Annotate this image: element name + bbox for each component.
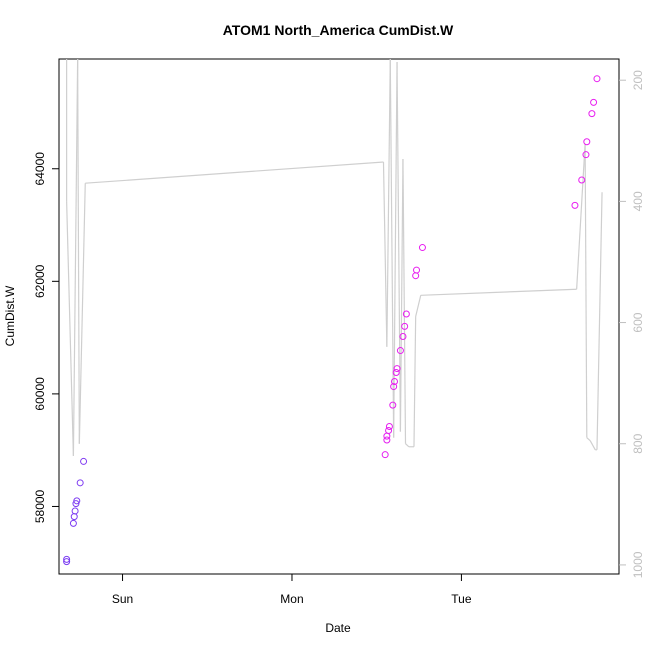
line-segment: [78, 183, 86, 444]
secondary-y-axis: 200 400 600 800 1000: [619, 70, 645, 578]
data-point: [413, 266, 421, 274]
data-point: [582, 151, 590, 159]
line-segment: [399, 158, 404, 432]
x-tick-label: Tue: [451, 592, 472, 606]
data-point: [72, 500, 80, 508]
line-segment: [72, 58, 79, 456]
chart-title: ATOM1 North_America CumDist.W: [223, 22, 454, 38]
line-series: [66, 58, 603, 456]
data-point: [392, 369, 400, 377]
x-axis: Sun Mon Tue: [112, 574, 472, 606]
data-point: [385, 423, 393, 431]
data-point: [383, 436, 391, 444]
data-point: [418, 244, 426, 252]
line-segment: [576, 143, 586, 290]
data-point: [63, 558, 71, 566]
y2-tick-label: 400: [631, 191, 645, 211]
y-tick-label: 58000: [33, 489, 47, 523]
line-segment: [420, 288, 577, 296]
line-segment: [393, 62, 398, 438]
line-segment: [386, 58, 391, 347]
x-tick-label: Mon: [280, 592, 303, 606]
data-point: [590, 98, 598, 106]
data-point: [402, 310, 410, 318]
data-point: [571, 201, 579, 209]
data-point: [393, 365, 401, 373]
line-segment: [584, 143, 588, 438]
data-point: [63, 555, 71, 563]
data-point: [583, 138, 591, 146]
data-point: [76, 479, 84, 487]
data-point: [73, 497, 81, 505]
y-tick-label: 60000: [33, 377, 47, 411]
point-series: [63, 75, 601, 566]
y-axis: 58000 60000 62000 64000: [33, 152, 59, 523]
line-segment: [389, 58, 395, 438]
y2-tick-label: 600: [631, 312, 645, 332]
line-segment: [77, 58, 80, 444]
line-segment: [405, 443, 410, 448]
x-tick-label: Sun: [112, 592, 133, 606]
data-point: [389, 401, 397, 409]
y2-tick-label: 1000: [631, 551, 645, 578]
data-point: [588, 110, 596, 118]
plot-frame: [58, 58, 620, 575]
data-point: [390, 378, 398, 386]
data-point: [69, 519, 77, 527]
data-point: [412, 272, 420, 280]
x-axis-label: Date: [325, 621, 351, 635]
line-segment: [589, 440, 596, 451]
y-tick-label: 62000: [33, 264, 47, 298]
line-segment: [382, 161, 388, 347]
line-segment: [85, 161, 384, 184]
data-point: [593, 75, 601, 83]
data-point: [396, 347, 404, 355]
line-segment: [396, 62, 402, 432]
data-point: [578, 176, 586, 184]
y2-tick-label: 200: [631, 70, 645, 90]
data-point: [80, 457, 88, 465]
data-point: [399, 332, 407, 340]
data-point: [401, 322, 409, 330]
line-segment: [596, 192, 603, 450]
data-point: [383, 432, 391, 440]
line-segment: [415, 295, 422, 317]
line-segment: [586, 437, 591, 442]
data-point: [390, 383, 398, 391]
data-point: [70, 513, 78, 521]
line-segment: [413, 316, 417, 447]
data-point: [71, 507, 79, 515]
data-point: [385, 426, 393, 434]
y-tick-label: 64000: [33, 152, 47, 186]
data-point: [381, 451, 389, 459]
line-segment: [66, 201, 75, 456]
line-segment: [402, 158, 407, 444]
y-axis-label: CumDist.W: [3, 285, 17, 346]
y2-tick-label: 800: [631, 433, 645, 453]
